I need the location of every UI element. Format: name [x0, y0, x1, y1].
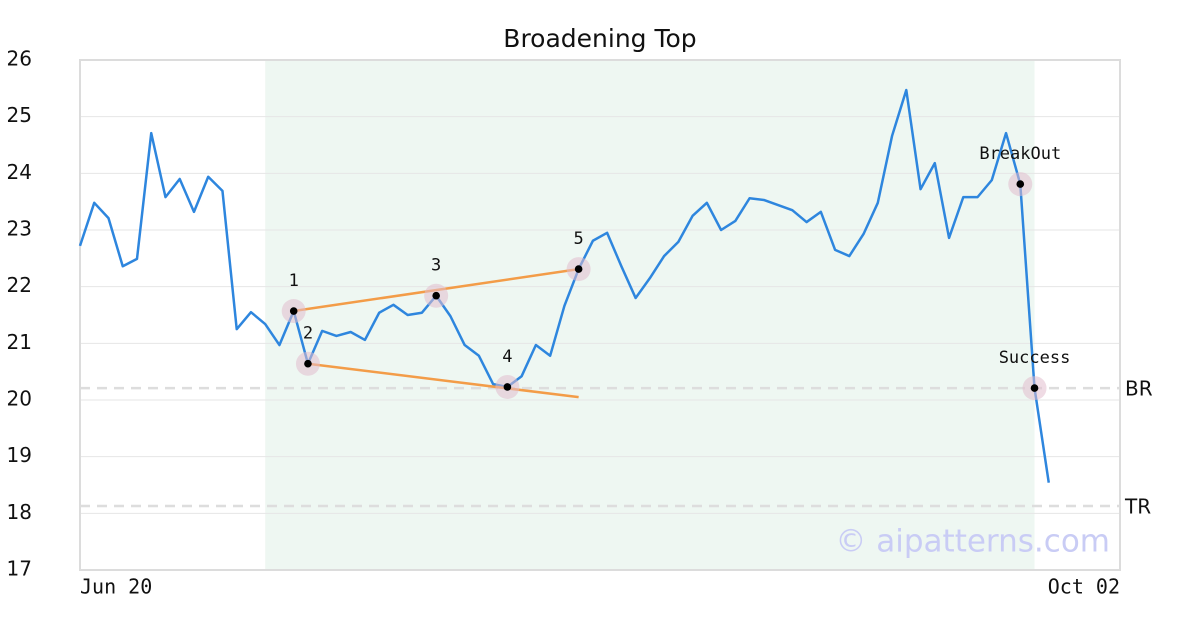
- y-tick-label: 19: [7, 443, 32, 467]
- point-label: 3: [431, 256, 441, 276]
- y-tick-label: 25: [7, 103, 32, 127]
- point-marker: [574, 265, 583, 273]
- point-label: 2: [303, 324, 313, 344]
- y-tick-label: 20: [7, 387, 32, 411]
- point-marker: [503, 383, 512, 391]
- point-label: 1: [289, 271, 299, 291]
- point-marker: [432, 291, 440, 300]
- level-label: TR: [1124, 494, 1151, 518]
- plot-frame: [79, 59, 1121, 571]
- watermark: © aipatterns.com: [835, 524, 1110, 560]
- y-tick-label: 21: [7, 330, 32, 354]
- price-line: [78, 88, 1051, 483]
- point-marker: [289, 307, 298, 315]
- y-tick-label: 22: [7, 273, 32, 297]
- y-tick-label: 24: [7, 160, 32, 184]
- pattern-region: [265, 60, 1035, 570]
- chart-title: Broadening Top: [503, 24, 696, 53]
- y-tick-label: 18: [7, 500, 32, 524]
- x-tick-label: Jun 20: [80, 575, 152, 599]
- point-marker: [1030, 384, 1039, 392]
- level-label: BR: [1125, 377, 1153, 401]
- point-label: BreakOut: [979, 144, 1061, 164]
- point-label: 5: [574, 229, 584, 249]
- point-label: 4: [502, 347, 512, 367]
- point-label: Success: [999, 348, 1071, 368]
- y-tick-label: 23: [7, 217, 32, 241]
- y-tick-label: 17: [7, 557, 32, 581]
- point-marker: [304, 359, 312, 368]
- trendline: [307, 362, 579, 399]
- y-tick-label: 26: [7, 47, 32, 71]
- point-marker: [1016, 180, 1025, 188]
- x-tick-label: Oct 02: [1048, 575, 1120, 599]
